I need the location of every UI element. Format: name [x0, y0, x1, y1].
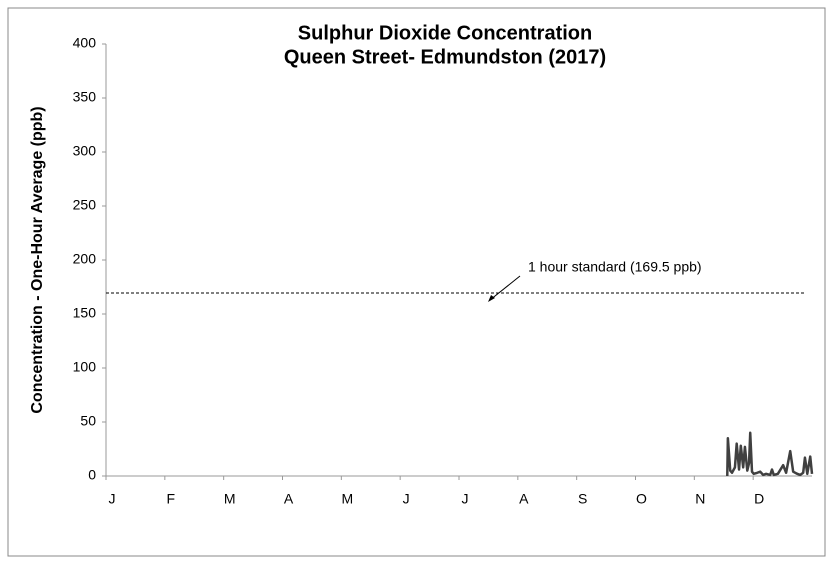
- annotation-arrow: [489, 275, 521, 301]
- arrow-head: [488, 295, 495, 302]
- chart-subtitle: Queen Street- Edmundston (2017): [284, 46, 606, 68]
- chart-border: [7, 7, 826, 557]
- y-tick-label: 0: [88, 467, 96, 483]
- x-tick-label: N: [695, 491, 705, 507]
- y-tick-label: 100: [73, 359, 97, 375]
- x-tick-label: A: [284, 491, 294, 507]
- y-tick-label: 350: [73, 89, 97, 105]
- y-tick-label: 150: [73, 305, 97, 321]
- x-tick-label: J: [109, 491, 116, 507]
- y-tick-label: 250: [73, 197, 97, 213]
- chart-title: Sulphur Dioxide Concentration: [298, 22, 592, 44]
- x-tick-label: D: [754, 491, 764, 507]
- x-tick-label: J: [403, 491, 410, 507]
- y-tick-label: 300: [73, 143, 97, 159]
- standard-label: 1 hour standard (169.5 ppb): [528, 259, 702, 275]
- x-tick-label: F: [167, 491, 176, 507]
- y-axis-label: Concentration - One-Hour Average (ppb): [29, 106, 46, 413]
- y-tick-label: 400: [73, 35, 97, 51]
- x-tick-label: M: [224, 491, 236, 507]
- x-tick-label: J: [462, 491, 469, 507]
- x-tick-label: A: [519, 491, 529, 507]
- x-tick-label: S: [578, 491, 587, 507]
- y-tick-label: 50: [80, 413, 96, 429]
- y-tick-label: 200: [73, 251, 97, 267]
- data-line: [726, 431, 814, 477]
- x-tick-label: O: [636, 491, 647, 507]
- x-tick-label: M: [341, 491, 353, 507]
